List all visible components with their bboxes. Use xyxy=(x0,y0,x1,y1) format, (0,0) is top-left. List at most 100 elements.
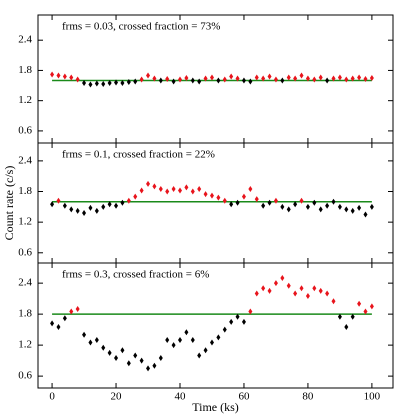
data-point xyxy=(139,76,144,83)
data-point xyxy=(190,188,195,195)
data-point xyxy=(299,285,304,292)
data-point xyxy=(88,339,93,346)
data-point xyxy=(312,76,317,83)
data-point xyxy=(363,308,368,315)
data-point xyxy=(139,357,144,364)
data-point xyxy=(325,290,330,297)
data-point xyxy=(120,199,125,206)
x-tick-label: 20 xyxy=(111,391,123,403)
data-point xyxy=(357,74,362,81)
data-point xyxy=(261,75,266,82)
data-point xyxy=(171,78,176,85)
data-point xyxy=(62,315,67,322)
data-point xyxy=(190,336,195,343)
data-point xyxy=(178,76,182,83)
data-point xyxy=(146,365,151,372)
data-point xyxy=(254,290,259,297)
data-point xyxy=(267,73,272,80)
data-point xyxy=(337,74,342,81)
y-tick-label: 0.6 xyxy=(18,124,32,136)
data-point xyxy=(62,202,67,209)
data-point xyxy=(171,342,176,349)
data-point xyxy=(120,80,125,87)
data-point xyxy=(248,308,253,315)
data-point xyxy=(171,185,176,192)
y-tick-label: 2.4 xyxy=(18,277,32,289)
x-tick-label: 80 xyxy=(302,391,314,403)
x-axis-label: Time (ks) xyxy=(192,400,239,414)
data-point xyxy=(75,207,80,214)
data-point xyxy=(216,194,221,201)
data-point xyxy=(229,201,234,208)
data-point xyxy=(337,203,342,210)
data-point xyxy=(235,313,240,320)
data-point xyxy=(318,206,323,213)
data-point xyxy=(158,185,163,192)
data-point xyxy=(369,203,374,210)
data-point xyxy=(241,318,246,325)
data-point xyxy=(241,193,246,200)
data-point xyxy=(133,78,138,85)
data-point xyxy=(318,287,323,294)
data-point xyxy=(350,75,355,82)
data-point xyxy=(146,180,151,187)
data-point xyxy=(357,300,362,307)
data-point xyxy=(331,75,336,82)
data-point xyxy=(229,318,234,325)
data-point xyxy=(133,193,138,200)
data-point xyxy=(82,80,87,87)
data-point xyxy=(312,285,317,292)
y-tick-label: 1.8 xyxy=(18,185,32,197)
data-point xyxy=(254,74,259,81)
data-point xyxy=(235,199,240,206)
data-point xyxy=(325,202,330,209)
data-point xyxy=(280,203,285,210)
data-point xyxy=(299,72,304,79)
data-point xyxy=(344,324,349,331)
data-point xyxy=(126,360,131,367)
annotation: frms = 0.03, crossed fraction = 73% xyxy=(62,21,220,33)
data-point xyxy=(94,207,99,214)
data-point xyxy=(216,334,221,341)
data-point xyxy=(293,201,298,208)
data-point xyxy=(229,73,234,80)
data-point xyxy=(222,197,227,204)
data-point xyxy=(75,305,80,312)
x-tick-label: 60 xyxy=(238,391,250,403)
data-point xyxy=(216,77,221,84)
data-point xyxy=(56,197,61,204)
data-point xyxy=(69,74,74,81)
data-point xyxy=(94,336,99,343)
y-tick-label: 1.2 xyxy=(18,94,32,106)
data-point xyxy=(337,313,342,320)
y-tick-label: 2.4 xyxy=(18,34,32,46)
y-tick-label: 2.4 xyxy=(18,154,32,166)
data-point xyxy=(158,355,163,362)
data-point xyxy=(101,81,106,88)
data-point xyxy=(267,199,272,206)
data-point xyxy=(165,336,170,343)
data-point xyxy=(286,206,291,213)
data-point xyxy=(261,285,266,292)
data-point xyxy=(203,191,208,198)
data-point xyxy=(280,77,285,84)
data-point xyxy=(350,313,355,320)
data-point xyxy=(107,201,112,208)
data-point xyxy=(126,79,131,86)
data-point xyxy=(235,75,240,82)
data-point xyxy=(222,326,227,333)
data-point xyxy=(254,196,259,203)
data-point xyxy=(344,206,349,213)
annotation: frms = 0.3, crossed fraction = 6% xyxy=(62,269,209,281)
data-point xyxy=(114,202,119,209)
x-tick-label: 100 xyxy=(364,391,381,403)
data-point xyxy=(369,303,374,310)
data-point xyxy=(152,362,157,369)
data-point xyxy=(344,76,349,83)
data-point xyxy=(197,78,202,85)
data-point xyxy=(261,202,266,209)
data-point xyxy=(120,347,125,354)
data-point xyxy=(190,77,195,84)
data-point xyxy=(184,329,189,336)
